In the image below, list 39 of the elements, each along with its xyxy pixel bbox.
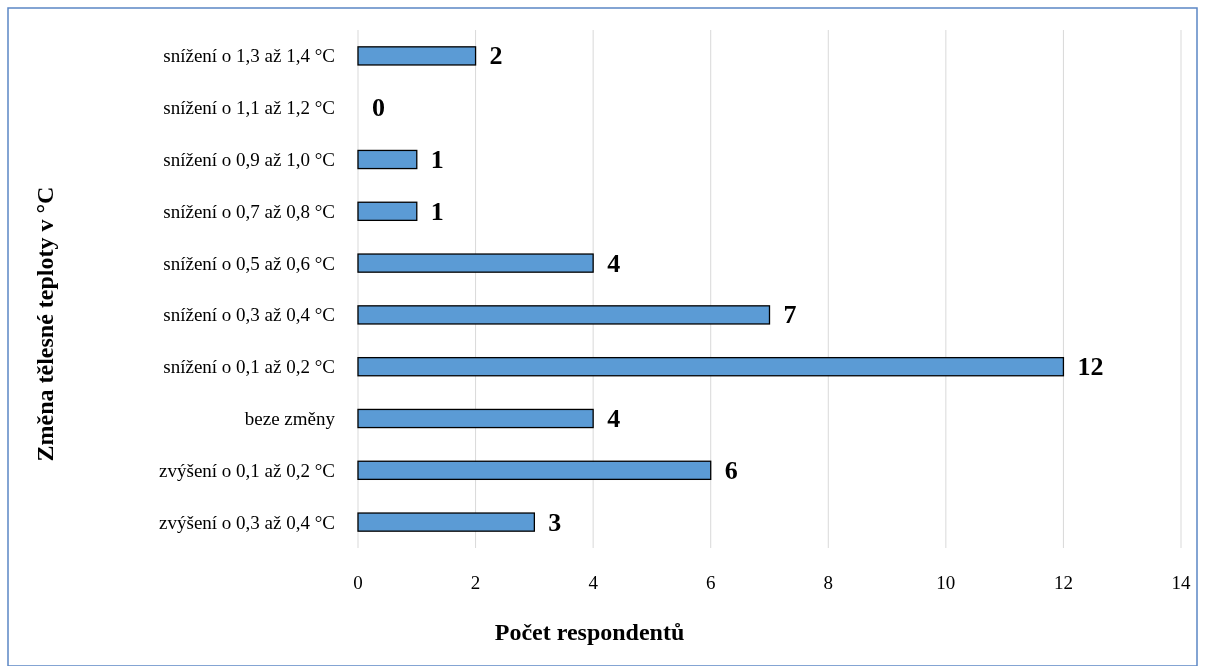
bar [357,305,771,325]
y-tick-label: snížení o 0,5 až 0,6 °C [163,252,335,274]
bar [357,460,712,481]
x-tick-label: 4 [588,571,599,593]
data-label: 6 [724,455,738,485]
x-tick-label: 2 [470,571,481,593]
data-label: 2 [489,41,503,71]
data-label: 12 [1077,352,1104,382]
y-tick-label: beze změny [244,408,336,429]
y-tick-label: zvýšení o 0,3 až 0,4 °C [159,511,335,533]
data-label: 1 [430,145,444,174]
x-axis-title: Počet respondentů [494,619,685,645]
y-tick-label: snížení o 0,1 až 0,2 °C [163,356,335,378]
data-label: 4 [607,404,621,433]
y-axis-title: Změna tělesné teploty v °C [32,186,58,462]
data-label: 1 [430,196,444,226]
y-tick-label: snížení o 0,9 až 1,0 °C [163,149,335,170]
bar [357,253,594,273]
bar [357,201,418,222]
x-tick-label: 6 [705,571,716,593]
bar [357,408,594,429]
bar [357,512,536,532]
bar [357,46,477,66]
y-tick-label: snížení o 1,1 až 1,2 °C [163,97,335,119]
y-tick-label: zvýšení o 0,1 až 0,2 °C [159,459,335,481]
x-tick-label: 8 [823,571,834,593]
x-tick-label: 0 [353,571,363,593]
x-tick-label: 14 [1171,571,1191,593]
data-label: 3 [548,507,562,537]
x-tick-label: 10 [936,571,956,593]
bar [357,149,418,170]
data-label: 7 [783,300,797,330]
y-tick-label: snížení o 1,3 až 1,4 °C [163,45,335,67]
x-tick-label: 12 [1053,571,1073,593]
data-label: 0 [372,93,385,123]
data-label: 4 [607,248,621,278]
bar [357,356,1065,377]
y-tick-label: snížení o 0,7 až 0,8 °C [163,200,335,222]
y-tick-label: snížení o 0,3 až 0,4 °C [163,304,335,326]
